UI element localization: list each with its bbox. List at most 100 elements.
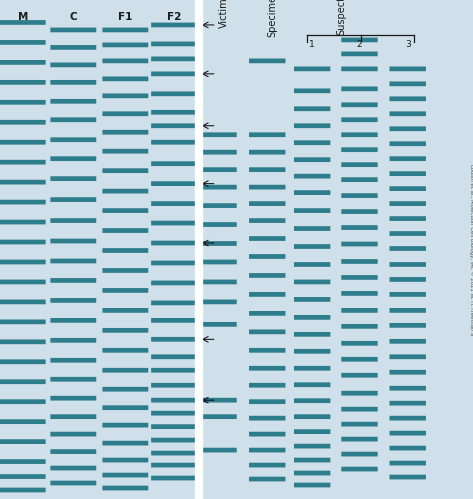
- FancyBboxPatch shape: [0, 20, 45, 25]
- FancyBboxPatch shape: [151, 280, 197, 285]
- FancyBboxPatch shape: [294, 444, 330, 449]
- FancyBboxPatch shape: [294, 244, 330, 249]
- FancyBboxPatch shape: [103, 308, 149, 313]
- FancyBboxPatch shape: [389, 111, 426, 116]
- FancyBboxPatch shape: [0, 160, 45, 165]
- FancyBboxPatch shape: [342, 225, 377, 230]
- FancyBboxPatch shape: [294, 88, 330, 93]
- FancyBboxPatch shape: [0, 259, 45, 264]
- FancyBboxPatch shape: [50, 80, 96, 85]
- FancyBboxPatch shape: [151, 140, 197, 145]
- FancyBboxPatch shape: [103, 248, 149, 253]
- FancyBboxPatch shape: [50, 218, 96, 223]
- FancyBboxPatch shape: [342, 452, 377, 457]
- FancyBboxPatch shape: [342, 117, 377, 122]
- FancyBboxPatch shape: [294, 123, 330, 128]
- FancyBboxPatch shape: [294, 297, 330, 302]
- Text: 2: 2: [357, 40, 362, 49]
- FancyBboxPatch shape: [103, 208, 149, 213]
- FancyBboxPatch shape: [103, 228, 149, 233]
- FancyBboxPatch shape: [103, 423, 149, 428]
- FancyBboxPatch shape: [294, 226, 330, 231]
- FancyBboxPatch shape: [151, 91, 197, 96]
- FancyBboxPatch shape: [294, 483, 330, 488]
- FancyBboxPatch shape: [50, 377, 96, 382]
- FancyBboxPatch shape: [389, 231, 426, 236]
- FancyBboxPatch shape: [50, 481, 96, 486]
- FancyBboxPatch shape: [151, 424, 197, 429]
- FancyBboxPatch shape: [389, 66, 426, 71]
- FancyBboxPatch shape: [0, 279, 45, 284]
- FancyBboxPatch shape: [389, 81, 426, 86]
- FancyBboxPatch shape: [0, 474, 45, 479]
- Text: M: M: [18, 12, 28, 22]
- FancyBboxPatch shape: [151, 451, 197, 456]
- FancyBboxPatch shape: [103, 168, 149, 173]
- FancyBboxPatch shape: [294, 349, 330, 354]
- Text: 1: 1: [309, 40, 315, 49]
- FancyBboxPatch shape: [151, 201, 197, 206]
- FancyBboxPatch shape: [342, 66, 377, 71]
- FancyBboxPatch shape: [342, 391, 377, 396]
- FancyBboxPatch shape: [294, 66, 330, 71]
- FancyBboxPatch shape: [201, 398, 237, 403]
- FancyBboxPatch shape: [389, 171, 426, 176]
- FancyBboxPatch shape: [201, 414, 237, 419]
- FancyBboxPatch shape: [249, 236, 285, 241]
- FancyBboxPatch shape: [50, 137, 96, 142]
- FancyBboxPatch shape: [249, 132, 285, 137]
- FancyBboxPatch shape: [0, 359, 45, 364]
- FancyBboxPatch shape: [342, 357, 377, 362]
- FancyBboxPatch shape: [389, 401, 426, 406]
- FancyBboxPatch shape: [0, 240, 45, 245]
- Text: F2: F2: [167, 12, 181, 22]
- FancyBboxPatch shape: [294, 382, 330, 387]
- FancyBboxPatch shape: [103, 58, 149, 63]
- FancyBboxPatch shape: [342, 86, 377, 91]
- FancyBboxPatch shape: [0, 439, 45, 444]
- FancyBboxPatch shape: [0, 200, 45, 205]
- FancyBboxPatch shape: [389, 461, 426, 466]
- FancyBboxPatch shape: [103, 441, 149, 446]
- FancyBboxPatch shape: [294, 190, 330, 195]
- FancyBboxPatch shape: [50, 117, 96, 122]
- FancyBboxPatch shape: [389, 216, 426, 221]
- FancyBboxPatch shape: [103, 486, 149, 491]
- FancyBboxPatch shape: [389, 446, 426, 451]
- FancyBboxPatch shape: [50, 298, 96, 303]
- FancyBboxPatch shape: [201, 322, 237, 327]
- FancyBboxPatch shape: [294, 315, 330, 320]
- FancyBboxPatch shape: [389, 339, 426, 344]
- FancyBboxPatch shape: [389, 354, 426, 359]
- FancyBboxPatch shape: [201, 222, 237, 227]
- FancyBboxPatch shape: [342, 132, 377, 137]
- FancyBboxPatch shape: [50, 45, 96, 50]
- FancyBboxPatch shape: [50, 466, 96, 471]
- FancyBboxPatch shape: [103, 149, 149, 154]
- FancyBboxPatch shape: [294, 398, 330, 403]
- FancyBboxPatch shape: [201, 448, 237, 453]
- FancyBboxPatch shape: [389, 262, 426, 267]
- FancyBboxPatch shape: [249, 416, 285, 421]
- FancyBboxPatch shape: [389, 246, 426, 251]
- FancyBboxPatch shape: [249, 463, 285, 468]
- FancyBboxPatch shape: [151, 56, 197, 61]
- FancyBboxPatch shape: [151, 368, 197, 373]
- FancyBboxPatch shape: [151, 181, 197, 186]
- FancyBboxPatch shape: [389, 416, 426, 421]
- FancyBboxPatch shape: [201, 279, 237, 284]
- FancyBboxPatch shape: [103, 93, 149, 98]
- FancyBboxPatch shape: [201, 150, 237, 155]
- FancyBboxPatch shape: [389, 141, 426, 146]
- FancyBboxPatch shape: [0, 459, 45, 464]
- FancyBboxPatch shape: [0, 40, 45, 45]
- FancyBboxPatch shape: [342, 51, 377, 56]
- FancyBboxPatch shape: [249, 218, 285, 223]
- FancyBboxPatch shape: [294, 106, 330, 111]
- FancyBboxPatch shape: [389, 126, 426, 131]
- FancyBboxPatch shape: [103, 130, 149, 135]
- FancyBboxPatch shape: [151, 22, 197, 27]
- FancyBboxPatch shape: [0, 100, 45, 105]
- FancyBboxPatch shape: [151, 71, 197, 76]
- FancyBboxPatch shape: [249, 150, 285, 155]
